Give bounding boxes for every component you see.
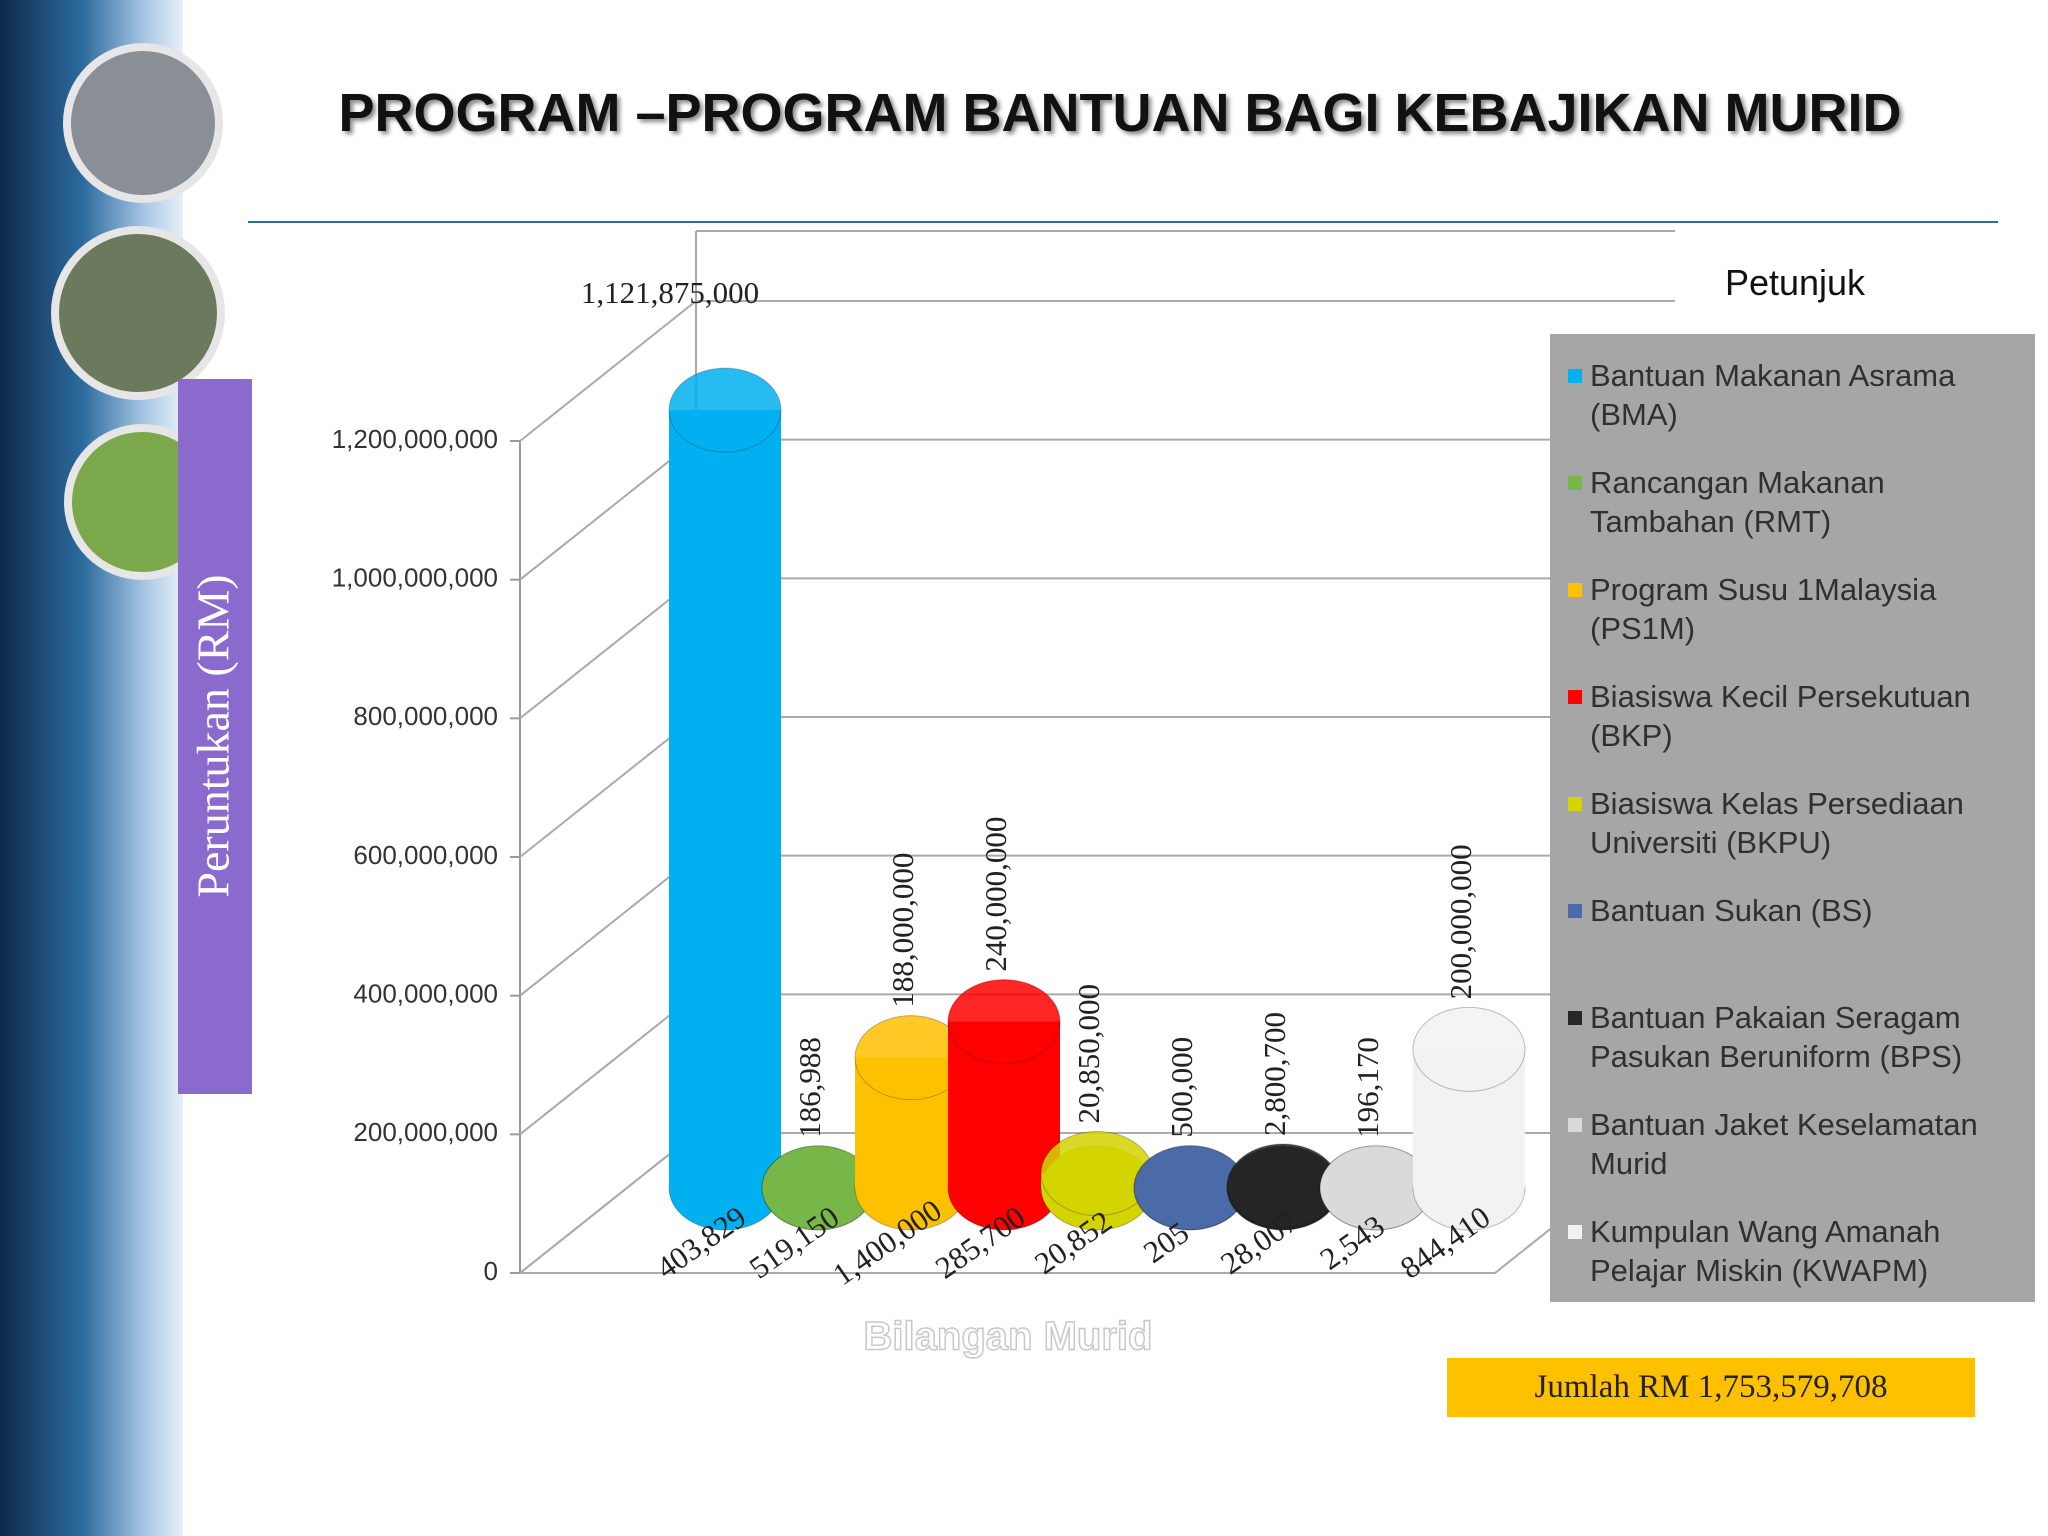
value-label: 196,170 — [1350, 1037, 1385, 1138]
legend-entry: Bantuan Makanan Asrama (BMA) — [1568, 356, 2028, 434]
total-box: Jumlah RM 1,753,579,708 — [1447, 1358, 1975, 1417]
y-tick-label: 600,000,000 — [353, 840, 498, 870]
grid-line — [519, 993, 697, 1136]
legend-label: Kumpulan Wang Amanah Pelajar Miskin (KWA… — [1590, 1214, 1941, 1288]
y-axis-label: Peruntukan (RM) — [188, 574, 239, 897]
legend-label: Bantuan Jaket Keselamatan Murid — [1590, 1107, 1978, 1181]
photo-circle — [63, 43, 223, 203]
value-label: 1,121,875,000 — [581, 275, 759, 310]
grid-line — [519, 438, 697, 581]
grid-line — [519, 577, 697, 720]
grid-line — [519, 1132, 697, 1274]
photo-circle — [51, 226, 225, 400]
legend-label: Biasiswa Kecil Persekutuan (BKP) — [1590, 679, 1971, 753]
y-tick-label: 0 — [484, 1256, 498, 1286]
legend-entry: Kumpulan Wang Amanah Pelajar Miskin (KWA… — [1568, 1212, 2028, 1290]
legend-entry: Rancangan Makanan Tambahan (RMT) — [1568, 463, 2028, 541]
legend: Bantuan Makanan Asrama (BMA) Rancangan Ma… — [1550, 334, 2035, 1302]
legend-swatch — [1568, 1011, 1582, 1025]
grid-line — [519, 716, 697, 858]
legend-swatch — [1568, 1225, 1582, 1239]
legend-entry: Bantuan Pakaian Seragam Pasukan Berunifo… — [1568, 998, 2028, 1076]
legend-title: Petunjuk — [1724, 262, 1866, 303]
legend-entry: Program Susu 1Malaysia (PS1M) — [1568, 570, 2028, 648]
grid-line — [519, 854, 697, 997]
legend-label: Rancangan Makanan Tambahan (RMT) — [1590, 465, 1885, 539]
value-label: 240,000,000 — [978, 817, 1013, 972]
legend-entry: Biasiswa Kecil Persekutuan (BKP) — [1568, 677, 2028, 755]
legend-swatch — [1568, 797, 1582, 811]
legend-label: Bantuan Makanan Asrama (BMA) — [1590, 358, 1956, 432]
bar-top — [1412, 1006, 1526, 1092]
legend-swatch — [1568, 904, 1582, 918]
bar-top — [947, 979, 1061, 1065]
legend-swatch — [1568, 369, 1582, 383]
legend-swatch — [1568, 1118, 1582, 1132]
x-axis-label: Bilangan Murid — [864, 1315, 1153, 1359]
bar — [669, 410, 781, 1189]
y-tick-label: 400,000,000 — [353, 979, 498, 1009]
y-tick-label: 1,000,000,000 — [332, 563, 498, 593]
y-tick-label: 800,000,000 — [353, 701, 498, 731]
legend-label: Biasiswa Kelas Persediaan Universiti (BK… — [1590, 786, 1964, 860]
value-label: 20,850,000 — [1071, 984, 1106, 1124]
y-tick-label: 1,200,000,000 — [332, 424, 498, 454]
ylabel-box — [178, 379, 252, 1094]
grid-line — [519, 300, 697, 442]
legend-entry: Biasiswa Kelas Persediaan Universiti (BK… — [1568, 784, 2028, 862]
slide-title: PROGRAM –PROGRAM BANTUAN BAGI KEBAJIKAN … — [338, 83, 1902, 143]
legend-label: Program Susu 1Malaysia (PS1M) — [1590, 572, 1937, 646]
legend-entry: Bantuan Jaket Keselamatan Murid — [1568, 1105, 2028, 1183]
value-label: 186,988 — [792, 1037, 827, 1138]
legend-swatch — [1568, 583, 1582, 597]
value-label: 200,000,000 — [1443, 844, 1478, 999]
y-tick-label: 200,000,000 — [353, 1117, 498, 1147]
value-label: 500,000 — [1164, 1037, 1199, 1138]
legend-label: Bantuan Pakaian Seragam Pasukan Berunifo… — [1590, 1000, 1963, 1074]
legend-label: Bantuan Sukan (BS) — [1590, 893, 1873, 928]
value-label: 188,000,000 — [885, 853, 920, 1008]
value-label: 2,800,700 — [1257, 1012, 1292, 1136]
legend-entry: Bantuan Sukan (BS) — [1568, 891, 2028, 930]
legend-swatch — [1568, 690, 1582, 704]
bar-top — [668, 367, 782, 453]
legend-swatch — [1568, 476, 1582, 490]
